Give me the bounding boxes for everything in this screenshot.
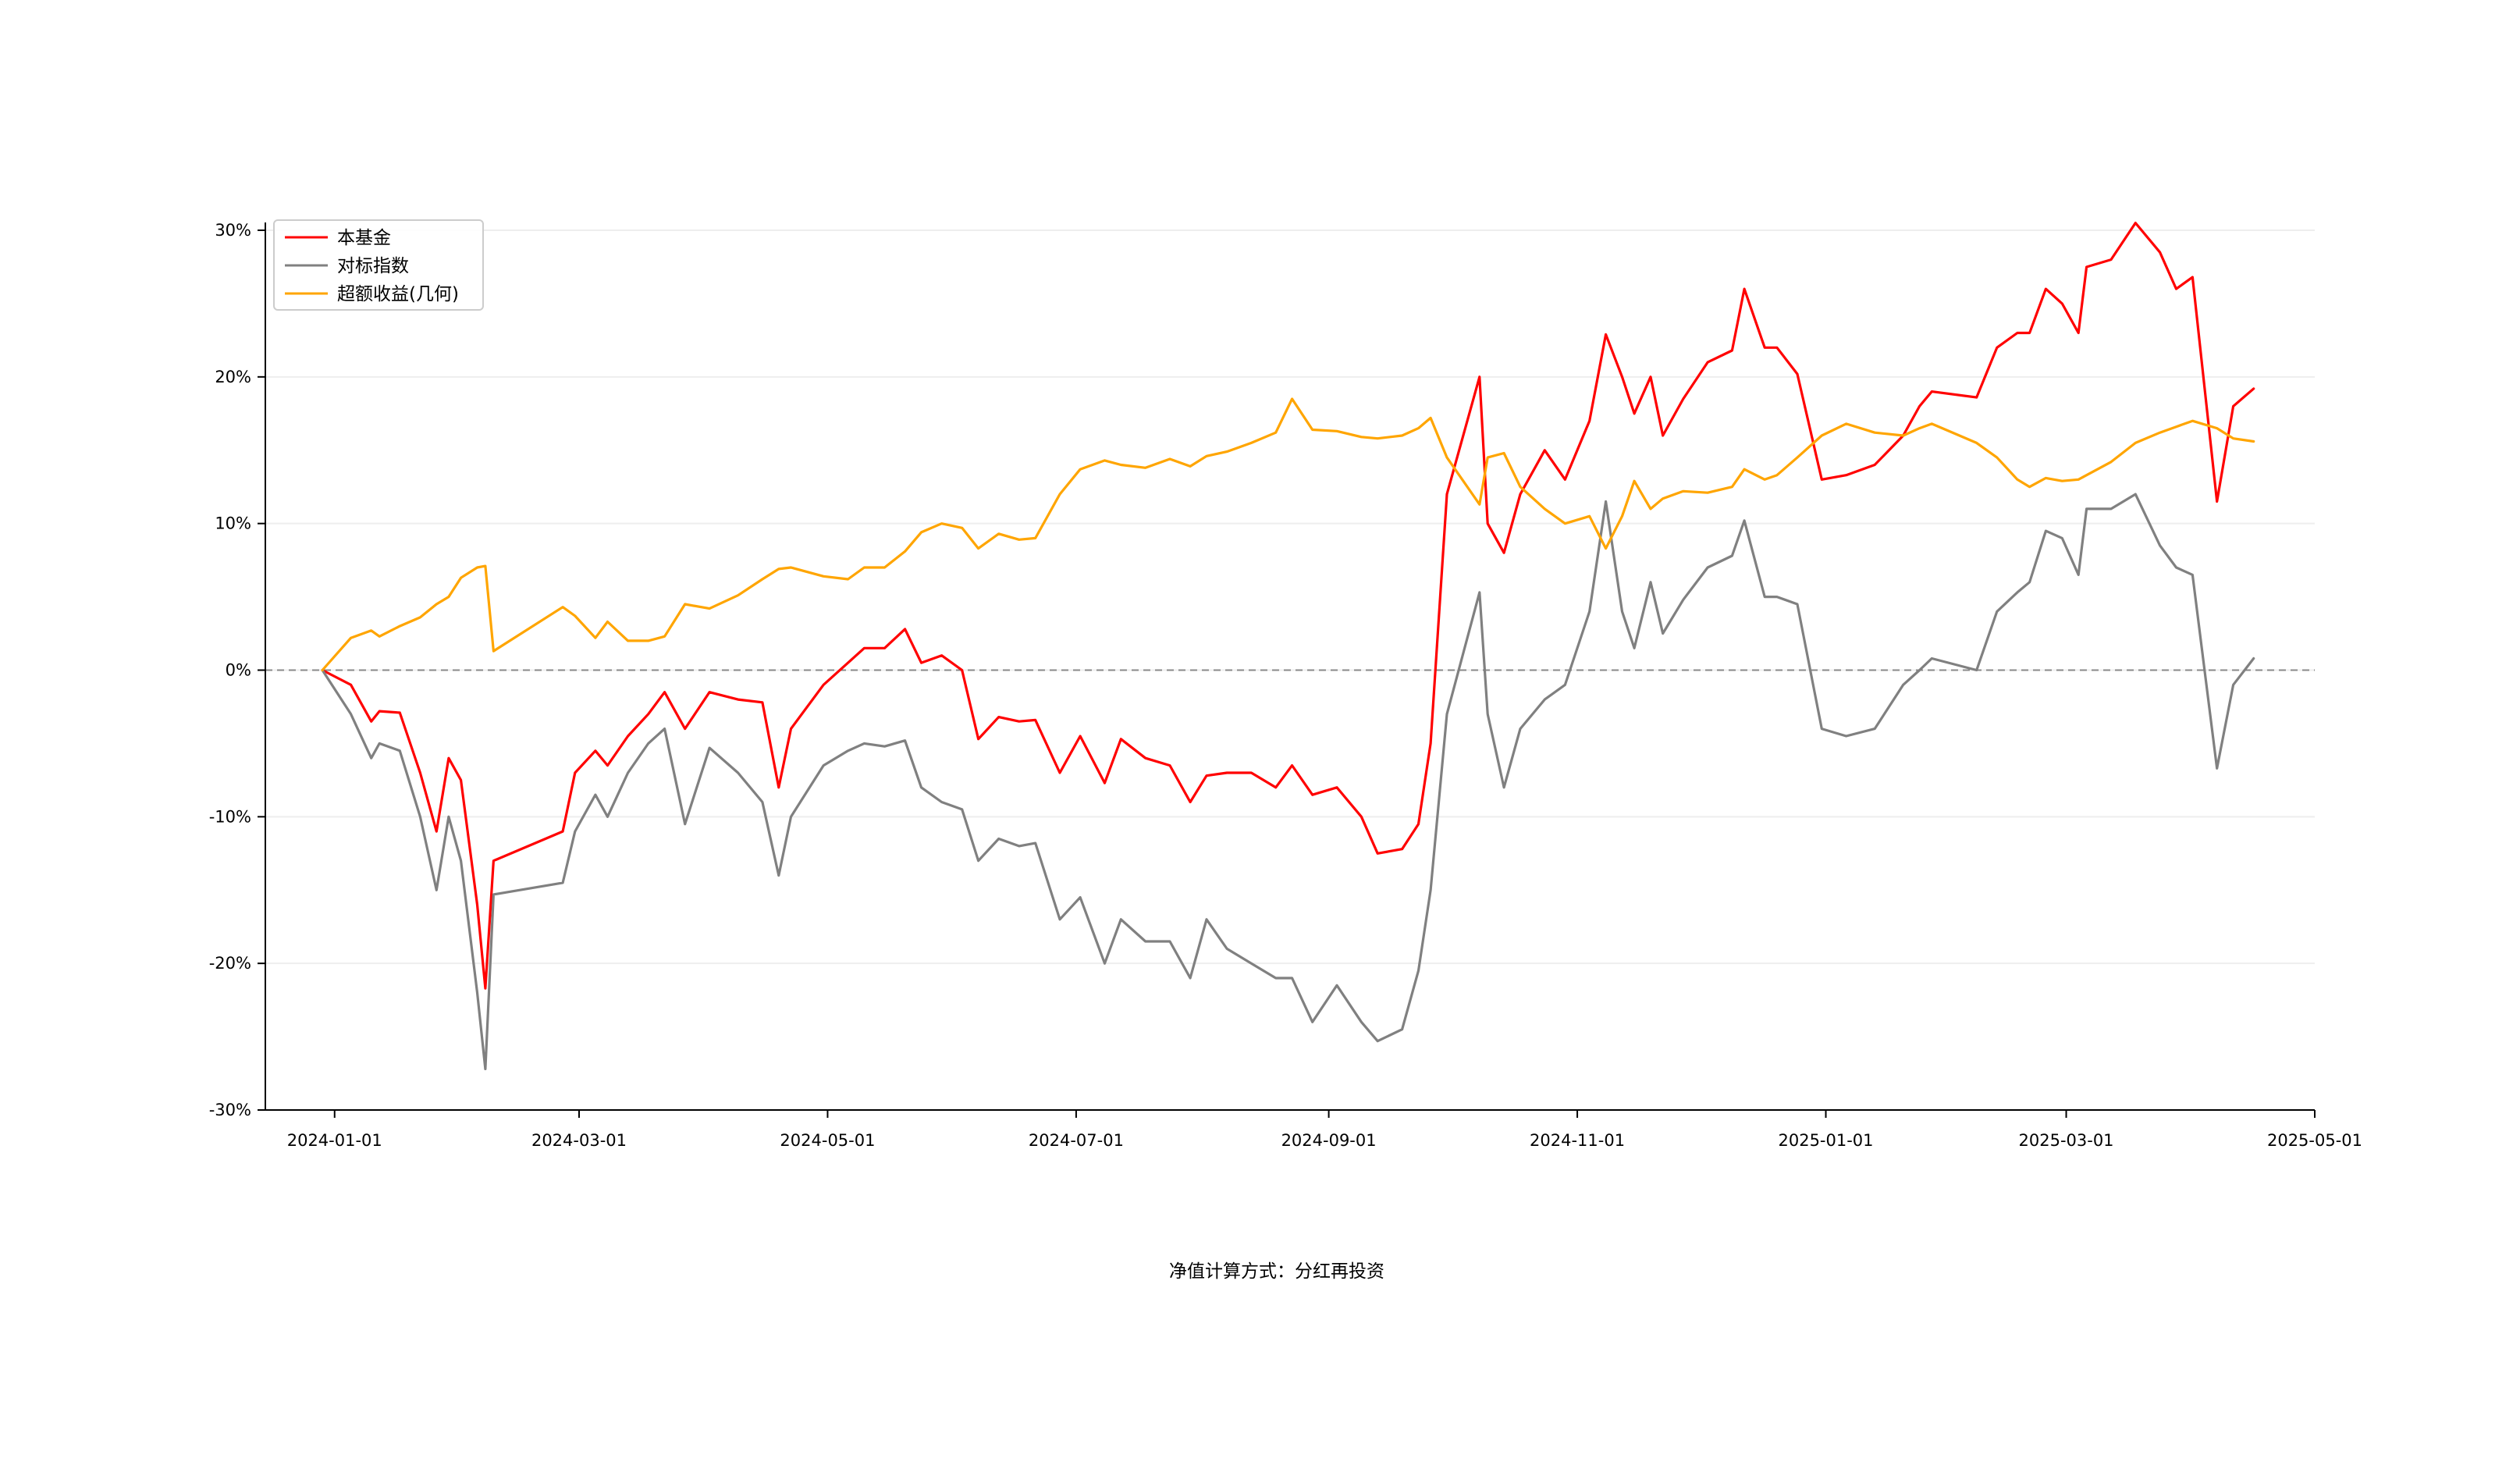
legend-label-2: 超额收益(几何) bbox=[337, 284, 459, 304]
y-tick-label: 0% bbox=[226, 661, 251, 680]
x-tick-label: 2024-03-01 bbox=[531, 1131, 627, 1150]
x-tick-label: 2025-03-01 bbox=[2019, 1131, 2114, 1150]
legend-entry: 超额收益(几何) bbox=[285, 284, 459, 304]
legend-label-0: 本基金 bbox=[337, 228, 391, 248]
legend-entry: 对标指数 bbox=[285, 256, 409, 276]
y-tick-label: 30% bbox=[215, 221, 251, 240]
x-tick-label: 2024-01-01 bbox=[287, 1131, 382, 1150]
footnote: 净值计算方式：分红再投资 bbox=[1169, 1261, 1384, 1282]
legend: 本基金 对标指数 超额收益(几何) bbox=[273, 219, 484, 311]
y-tick-label: -20% bbox=[209, 954, 251, 973]
x-tick-label: 2025-01-01 bbox=[1778, 1131, 1873, 1150]
series-line-2 bbox=[321, 397, 2255, 672]
x-tick-label: 2024-05-01 bbox=[780, 1131, 875, 1150]
x-tick-label: 2024-09-01 bbox=[1281, 1131, 1377, 1150]
y-tick-label: 20% bbox=[215, 368, 251, 386]
series-group bbox=[321, 222, 2255, 1071]
y-axis-ticks: 30% 20% 10% 0% -10% -20% -30% bbox=[209, 221, 265, 1119]
x-tick-label: 2024-11-01 bbox=[1530, 1131, 1625, 1150]
x-tick-label: 2024-07-01 bbox=[1029, 1131, 1124, 1150]
x-tick-label: 2025-05-01 bbox=[2267, 1131, 2362, 1150]
legend-entry: 本基金 bbox=[285, 228, 391, 248]
axes bbox=[265, 222, 2315, 1111]
legend-box bbox=[273, 219, 484, 311]
series-line-0 bbox=[321, 222, 2255, 990]
series-line-1 bbox=[321, 493, 2255, 1071]
y-tick-label: -30% bbox=[209, 1101, 251, 1119]
legend-label-1: 对标指数 bbox=[337, 256, 409, 276]
x-axis-ticks: 2024-01-01 2024-03-01 2024-05-01 2024-07-01… bbox=[287, 1110, 2362, 1150]
y-tick-label: -10% bbox=[209, 807, 251, 826]
y-tick-label: 10% bbox=[215, 514, 251, 533]
